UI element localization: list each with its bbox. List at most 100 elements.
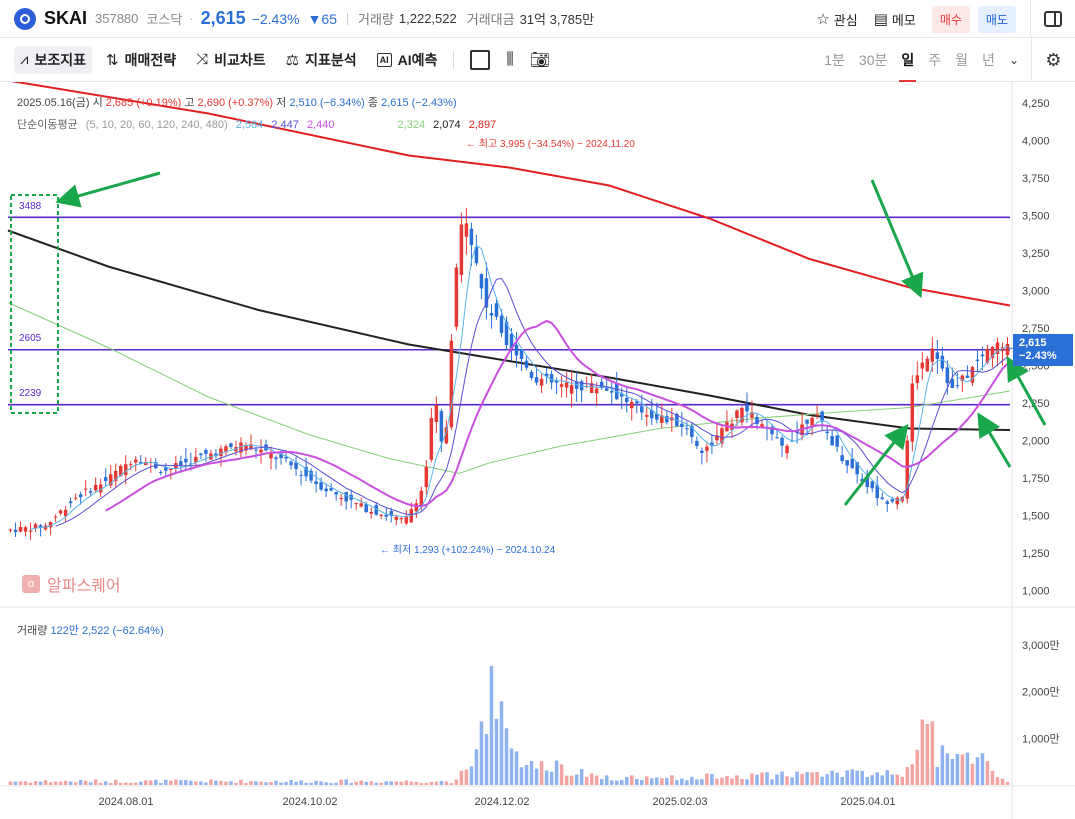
green-arrow-drawing[interactable]	[55, 171, 161, 208]
volume-bar	[103, 781, 108, 785]
candle-body	[329, 488, 333, 491]
period-month[interactable]: 월	[955, 52, 969, 68]
volume-bar	[43, 780, 48, 785]
volume-tick-label: 3,000만	[1022, 639, 1060, 652]
watch-button[interactable]: ☆ 관심	[816, 10, 857, 29]
period-week[interactable]: 주	[928, 52, 942, 68]
green-arrow-drawing[interactable]	[843, 423, 909, 506]
ai-predict-button[interactable]: AI AI예측	[371, 46, 444, 74]
candle-body	[820, 411, 824, 422]
green-arrow-drawing[interactable]	[1006, 356, 1047, 426]
camera-icon[interactable]: 📷︎	[529, 51, 551, 69]
y-tick-label: 1,750	[1022, 473, 1050, 485]
green-arrow-drawing[interactable]	[870, 179, 924, 299]
divider	[347, 12, 348, 25]
indicators-button[interactable]: ⩘ 보조지표	[14, 45, 92, 74]
volume-bar	[614, 780, 619, 785]
volume-bar	[534, 768, 539, 785]
volume-bar	[354, 781, 358, 785]
candle-body	[995, 342, 1000, 354]
chevron-down-icon[interactable]: ⌄	[1008, 53, 1019, 67]
candle-body	[364, 504, 368, 513]
green-arrow-drawing[interactable]	[977, 412, 1012, 468]
candle-body	[549, 373, 554, 383]
candle-body	[224, 446, 228, 453]
volume-bar	[469, 766, 474, 785]
y-tick-label: 3,250	[1022, 248, 1050, 260]
volume-bar	[324, 782, 328, 785]
candle-body	[93, 484, 98, 491]
volume-bar	[149, 780, 153, 785]
volume-bar	[795, 771, 799, 785]
analysis-button[interactable]: ⚖ 지표분석	[280, 46, 363, 74]
volume-bar	[720, 777, 724, 785]
settings-button[interactable]: ⚙	[1031, 38, 1075, 82]
square-shape-icon[interactable]	[470, 49, 491, 70]
amount-value: 31억 3,785만	[519, 12, 595, 27]
period-year[interactable]: 년	[982, 52, 995, 68]
candle-body	[229, 443, 233, 448]
volume-bar	[189, 780, 193, 785]
candle-body	[239, 442, 243, 453]
buy-button[interactable]: 매수	[931, 5, 970, 33]
memo-button[interactable]: ▤ 메모	[874, 10, 916, 29]
stock-header: SKAI 357880 코스닥 · 2,615 −2.43% ▼65 거래량 1…	[0, 0, 1075, 38]
period-1min[interactable]: 1분	[824, 52, 845, 68]
candle-body	[860, 478, 864, 482]
volume-bar	[184, 780, 188, 785]
volume-bar	[665, 778, 669, 785]
volume-bar	[760, 772, 764, 785]
candle-body	[845, 460, 849, 466]
candle-body	[905, 440, 910, 499]
candle-body	[499, 315, 504, 333]
y-tick-label: 1,250	[1022, 548, 1050, 560]
dashed-selection-box[interactable]	[10, 194, 59, 414]
volume-bar	[434, 781, 439, 785]
candle-body	[409, 509, 414, 523]
candle-body	[750, 412, 754, 418]
divider	[1030, 0, 1031, 38]
volume-bar	[564, 775, 569, 785]
period-day[interactable]: 일	[899, 38, 917, 82]
volume-bar	[464, 769, 469, 785]
volume-bar	[995, 777, 1000, 785]
panel-layout-button[interactable]	[1031, 0, 1075, 38]
volume-bar	[419, 783, 424, 785]
compare-button[interactable]: ⤨ 비교차트	[190, 46, 272, 74]
period-30min[interactable]: 30분	[858, 52, 888, 68]
candle-body	[935, 352, 940, 360]
price-chart[interactable]: 4,2504,0003,7503,5003,2503,0002,7502,500…	[0, 82, 1075, 819]
candle-body	[715, 435, 719, 441]
volume-bar	[755, 774, 759, 785]
candlestick-icon[interactable]: ⫼	[506, 50, 514, 68]
volume-bar	[439, 780, 444, 785]
volume-info-label: 거래량	[17, 625, 48, 637]
candle-body	[640, 406, 644, 413]
hline-label-3488: 3488	[19, 201, 42, 212]
volume-bar	[815, 771, 819, 785]
volume-bar	[554, 760, 559, 785]
strategy-button[interactable]: ⇅ 매매전략	[100, 46, 182, 74]
sell-button[interactable]: 매도	[977, 5, 1016, 33]
candle-body	[449, 340, 454, 428]
volume-bar	[229, 781, 233, 785]
volume-bar	[294, 781, 298, 785]
volume-bar	[199, 781, 203, 785]
volume-bar	[640, 780, 644, 785]
volume-bar	[705, 773, 709, 785]
alphasquare-logo-icon: α	[22, 575, 40, 593]
volume-bar	[244, 783, 248, 785]
volume-bar	[299, 780, 303, 785]
volume-bar	[334, 782, 338, 785]
volume-bar	[234, 783, 238, 785]
candle-body	[319, 482, 323, 490]
volume-info-value: 122만 2,522 (−62.64%)	[50, 625, 164, 637]
high-value: 2,690 (+0.37%)	[197, 97, 274, 109]
volume-bar	[549, 771, 554, 785]
volume-bar	[118, 782, 123, 785]
amount-label: 거래대금	[466, 12, 515, 27]
candle-body	[439, 411, 444, 442]
candle-body	[38, 525, 43, 528]
candle-body	[990, 346, 995, 359]
